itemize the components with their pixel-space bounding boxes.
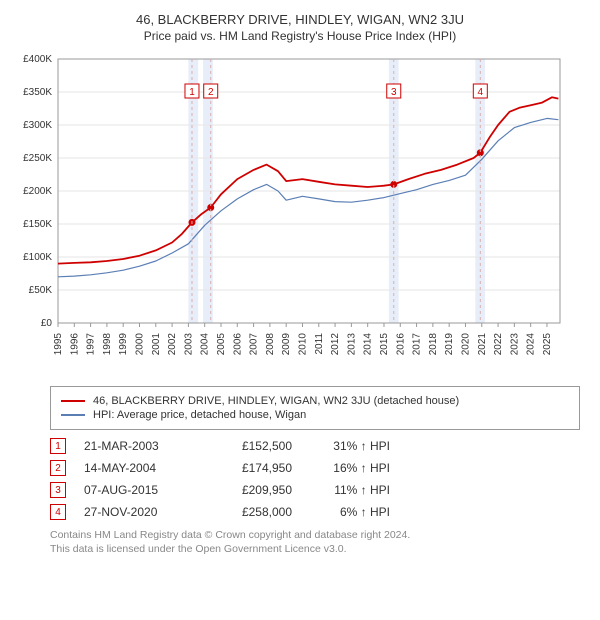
svg-text:3: 3 [391, 87, 397, 98]
svg-text:£50K: £50K [29, 285, 53, 296]
svg-text:2017: 2017 [412, 333, 423, 356]
chart-container: £0 £50K £100K £150K £200K £250K £300K £350K £400… [10, 51, 590, 376]
event-marker: 4 [50, 504, 66, 520]
svg-text:2008: 2008 [265, 333, 276, 356]
svg-text:2005: 2005 [216, 333, 227, 356]
footnote: Contains HM Land Registry data © Crown c… [50, 528, 580, 556]
svg-text:2007: 2007 [249, 333, 260, 356]
svg-text:£300K: £300K [23, 120, 52, 131]
svg-text:£100K: £100K [23, 252, 52, 263]
svg-text:1999: 1999 [118, 333, 129, 356]
legend: 46, BLACKBERRY DRIVE, HINDLEY, WIGAN, WN… [50, 386, 580, 430]
legend-label: 46, BLACKBERRY DRIVE, HINDLEY, WIGAN, WN… [93, 395, 459, 407]
price-chart: £0 £50K £100K £150K £200K £250K £300K £350K £400… [10, 51, 570, 371]
event-pct: 6% ↑ HPI [310, 505, 390, 519]
event-row: 3 07-AUG-2015 £209,950 11% ↑ HPI [50, 482, 580, 498]
page-subtitle: Price paid vs. HM Land Registry's House … [10, 29, 590, 43]
svg-text:2003: 2003 [183, 333, 194, 356]
event-row: 1 21-MAR-2003 £152,500 31% ↑ HPI [50, 438, 580, 454]
svg-text:2020: 2020 [460, 333, 471, 356]
svg-text:2012: 2012 [330, 333, 341, 356]
svg-text:2000: 2000 [134, 333, 145, 356]
svg-text:£350K: £350K [23, 87, 52, 98]
page-title: 46, BLACKBERRY DRIVE, HINDLEY, WIGAN, WN… [10, 12, 590, 27]
svg-text:1: 1 [189, 87, 195, 98]
svg-text:£250K: £250K [23, 153, 52, 164]
svg-text:2002: 2002 [167, 333, 178, 356]
svg-text:4: 4 [478, 87, 484, 98]
svg-text:1996: 1996 [69, 333, 80, 356]
event-date: 14-MAY-2004 [84, 461, 194, 475]
svg-text:2024: 2024 [526, 333, 537, 356]
svg-text:2004: 2004 [200, 333, 211, 356]
events-table: 1 21-MAR-2003 £152,500 31% ↑ HPI 2 14-MAY-200… [50, 438, 580, 520]
svg-text:2016: 2016 [395, 333, 406, 356]
svg-text:2006: 2006 [232, 333, 243, 356]
svg-text:£400K: £400K [23, 54, 52, 65]
svg-text:2021: 2021 [477, 333, 488, 356]
svg-text:2015: 2015 [379, 333, 390, 356]
event-price: £258,000 [212, 505, 292, 519]
event-marker: 2 [50, 460, 66, 476]
legend-row: 46, BLACKBERRY DRIVE, HINDLEY, WIGAN, WN… [61, 395, 569, 407]
event-date: 27-NOV-2020 [84, 505, 194, 519]
svg-text:2013: 2013 [346, 333, 357, 356]
legend-row: HPI: Average price, detached house, Wiga… [61, 409, 569, 421]
event-price: £174,950 [212, 461, 292, 475]
footnote-line: This data is licensed under the Open Gov… [50, 542, 580, 556]
event-pct: 11% ↑ HPI [310, 483, 390, 497]
svg-text:2025: 2025 [542, 333, 553, 356]
svg-text:2014: 2014 [363, 333, 374, 356]
event-date: 21-MAR-2003 [84, 439, 194, 453]
event-pct: 31% ↑ HPI [310, 439, 390, 453]
event-row: 2 14-MAY-2004 £174,950 16% ↑ HPI [50, 460, 580, 476]
legend-swatch [61, 414, 85, 416]
svg-text:2001: 2001 [151, 333, 162, 356]
svg-text:2: 2 [208, 87, 214, 98]
svg-text:1997: 1997 [86, 333, 97, 356]
svg-text:2022: 2022 [493, 333, 504, 356]
legend-swatch [61, 400, 85, 402]
svg-text:1998: 1998 [102, 333, 113, 356]
event-row: 4 27-NOV-2020 £258,000 6% ↑ HPI [50, 504, 580, 520]
svg-text:2011: 2011 [314, 333, 325, 355]
footnote-line: Contains HM Land Registry data © Crown c… [50, 528, 580, 542]
svg-text:£200K: £200K [23, 186, 52, 197]
svg-text:£0: £0 [41, 318, 53, 329]
event-price: £152,500 [212, 439, 292, 453]
svg-text:2009: 2009 [281, 333, 292, 356]
svg-text:1995: 1995 [53, 333, 64, 356]
svg-text:2019: 2019 [444, 333, 455, 356]
svg-text:£150K: £150K [23, 219, 52, 230]
svg-text:2023: 2023 [509, 333, 520, 356]
event-marker: 3 [50, 482, 66, 498]
event-price: £209,950 [212, 483, 292, 497]
svg-text:2010: 2010 [297, 333, 308, 356]
event-pct: 16% ↑ HPI [310, 461, 390, 475]
event-marker: 1 [50, 438, 66, 454]
event-date: 07-AUG-2015 [84, 483, 194, 497]
svg-text:2018: 2018 [428, 333, 439, 356]
legend-label: HPI: Average price, detached house, Wiga… [93, 409, 306, 421]
